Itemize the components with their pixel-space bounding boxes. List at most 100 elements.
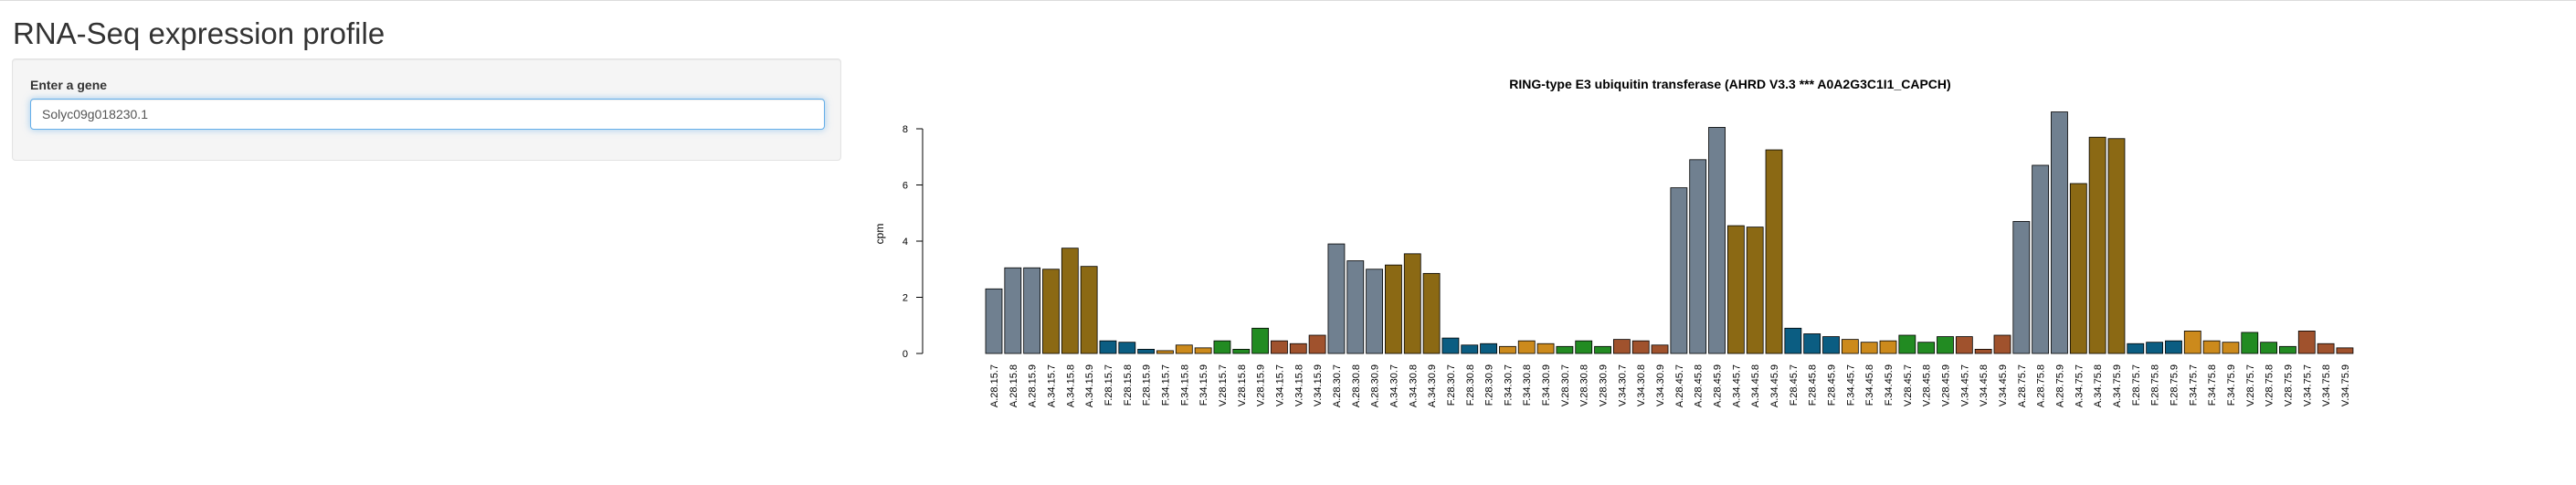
x-tick-label: F.34.45.9 — [1884, 364, 1895, 406]
x-tick-label: V.28.75.7 — [2245, 364, 2256, 406]
bar — [1651, 344, 1669, 354]
bars-group — [985, 111, 2354, 354]
bar — [1689, 159, 1707, 354]
x-tick-label: V.28.30.8 — [1579, 364, 1590, 406]
bar — [1784, 327, 1802, 354]
bar — [1898, 334, 1916, 354]
chart-title: RING-type E3 ubiquitin transferase (AHRD… — [1509, 77, 1950, 91]
bar — [2069, 183, 2087, 354]
x-tick-label: V.28.75.9 — [2283, 364, 2294, 406]
gene-input[interactable] — [30, 99, 825, 130]
x-tick-label: V.34.45.7 — [1959, 364, 1970, 406]
bar — [2012, 221, 2031, 354]
bar — [1594, 345, 1611, 354]
bar — [1080, 266, 1098, 354]
bar — [1232, 348, 1251, 354]
bar — [1366, 269, 1383, 354]
bar — [1137, 348, 1156, 354]
bar — [1917, 342, 1936, 354]
x-tick-label: A.28.45.9 — [1713, 364, 1724, 407]
bar — [1441, 337, 1460, 354]
bar — [2032, 164, 2050, 354]
bar — [1023, 267, 1041, 354]
x-tick-label: F.28.75.7 — [2131, 364, 2142, 406]
y-tick-label: 6 — [903, 181, 908, 192]
x-tick-label: F.34.75.8 — [2207, 364, 2218, 406]
y-tick-label: 8 — [903, 124, 908, 135]
y-axis-label: cpm — [873, 224, 886, 245]
x-tick-label: A.28.15.7 — [989, 364, 1000, 407]
bar — [1194, 347, 1212, 354]
x-tick-label: V.34.15.7 — [1274, 364, 1285, 406]
x-tick-label: F.28.30.7 — [1446, 364, 1457, 406]
x-tick-label: V.28.15.9 — [1256, 364, 1267, 406]
bar — [1004, 267, 1022, 354]
x-tick-label: V.28.45.9 — [1941, 364, 1952, 406]
bar — [2146, 342, 2164, 354]
x-tick-label: V.34.30.8 — [1636, 364, 1647, 406]
bar — [2336, 347, 2354, 354]
x-tick-label: F.34.15.7 — [1160, 364, 1171, 406]
x-tick-label: A.28.75.8 — [2036, 364, 2047, 407]
x-tick-label: A.34.45.9 — [1769, 364, 1780, 407]
bar — [1536, 343, 1555, 354]
bar — [1480, 343, 1497, 354]
bar — [1974, 348, 1992, 354]
bar — [2165, 340, 2182, 354]
bar — [1118, 342, 1136, 354]
x-tick-label: V.28.30.9 — [1599, 364, 1610, 406]
bar — [2279, 345, 2296, 354]
bar — [2317, 343, 2335, 354]
x-tick-label: V.28.75.8 — [2265, 364, 2275, 406]
x-tick-label: A.34.75.9 — [2112, 364, 2123, 407]
x-tick-label: A.34.15.8 — [1065, 364, 1076, 407]
x-tick-label: F.34.45.8 — [1864, 364, 1875, 406]
bar — [2222, 342, 2240, 354]
x-tick-label: F.28.45.9 — [1827, 364, 1838, 406]
bar — [1726, 225, 1745, 354]
x-tick-label: V.34.30.7 — [1617, 364, 1628, 406]
bar — [1708, 127, 1726, 354]
bar — [1251, 327, 1270, 354]
x-tick-label: V.28.30.7 — [1560, 364, 1571, 406]
bar — [1461, 344, 1479, 354]
bar — [1308, 334, 1326, 354]
bar — [1937, 336, 1954, 354]
bar — [1670, 187, 1688, 354]
bar — [2051, 111, 2068, 354]
bar — [1499, 345, 1516, 354]
bar — [1631, 340, 1650, 354]
bar — [2297, 330, 2316, 354]
x-tick-label: F.34.30.8 — [1522, 364, 1533, 406]
bar — [1746, 227, 1764, 354]
x-tick-label: F.28.75.9 — [2169, 364, 2180, 406]
x-tick-label: F.34.30.9 — [1541, 364, 1552, 406]
x-tick-label: A.28.75.9 — [2054, 364, 2065, 407]
x-tick-label: A.34.15.9 — [1084, 364, 1095, 407]
bar — [1517, 340, 1536, 354]
x-tick-label: F.34.30.7 — [1503, 364, 1514, 406]
bar — [1213, 340, 1231, 354]
x-tick-label: A.28.15.8 — [1008, 364, 1019, 407]
x-tick-label: F.34.45.7 — [1845, 364, 1856, 406]
x-tick-label: V.34.75.7 — [2302, 364, 2313, 406]
bar — [1612, 339, 1631, 354]
x-tick-label: A.28.45.7 — [1674, 364, 1685, 407]
x-tick-label: F.34.15.9 — [1198, 364, 1209, 406]
bar — [1385, 264, 1402, 354]
x-tick-label: F.28.45.8 — [1808, 364, 1819, 406]
y-tick-label: 4 — [903, 237, 908, 248]
x-tick-label: V.34.30.9 — [1655, 364, 1666, 406]
bar — [2241, 332, 2259, 354]
bar — [1556, 345, 1574, 354]
y-tick-label: 2 — [903, 293, 908, 304]
x-tick-label: V.34.75.8 — [2321, 364, 2332, 406]
bar — [985, 288, 1003, 354]
bar — [1403, 253, 1421, 354]
bar — [1327, 243, 1346, 354]
x-tick-label: A.34.15.7 — [1046, 364, 1057, 407]
x-tick-label: F.28.15.9 — [1142, 364, 1153, 406]
top-divider — [0, 0, 2576, 1]
x-tick-label: A.34.30.9 — [1427, 364, 1438, 407]
